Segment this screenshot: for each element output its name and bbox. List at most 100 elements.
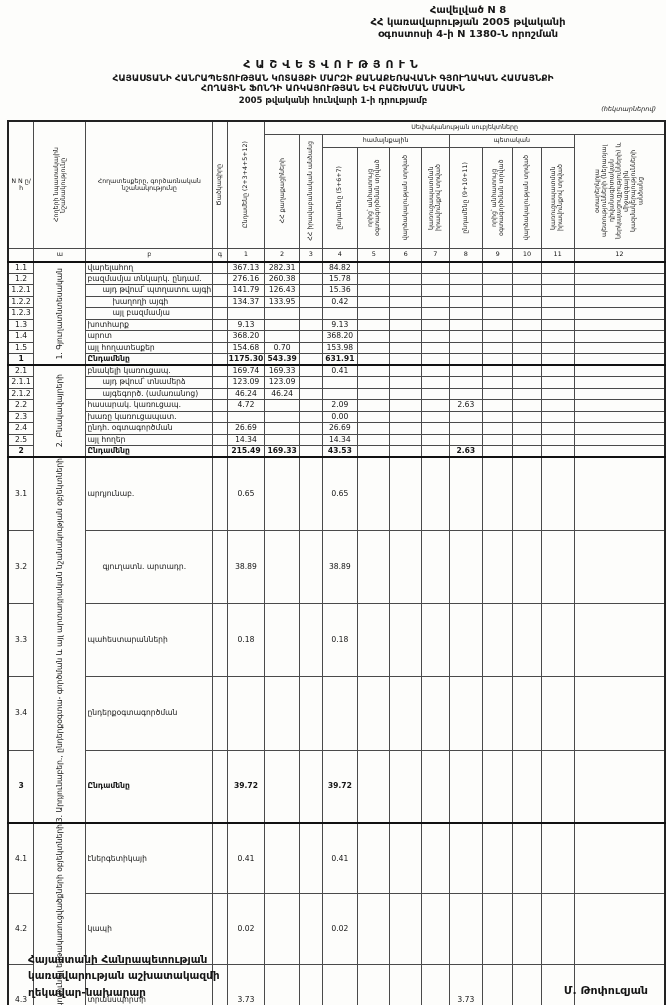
col-header-communal-group: համայնքային	[321, 133, 450, 148]
col-index-0	[7, 247, 35, 263]
cell-1.5-c11	[540, 341, 575, 354]
row-label-4.1: էներգետիկայի	[85, 822, 214, 895]
cell-3.4-c9	[481, 676, 514, 751]
cell-4.1-c12	[573, 822, 666, 895]
cell-1.2.3-c10	[512, 307, 542, 320]
cell-4.1-c2	[264, 822, 300, 895]
cell-1.2.3-c2	[264, 307, 300, 320]
cell-2.1.1-c10	[512, 376, 542, 389]
cell-4.1-c4: 0.41	[321, 822, 359, 895]
table-row: 2.2 հասարակ. կառուցապ. 4.72 2.09 2.63	[7, 399, 666, 412]
cell-4.3-c4	[321, 963, 359, 1005]
row-label-2.1.2: այգեգործ. (ամառանոց)	[85, 387, 214, 400]
cell-3.1-c4: 0.65	[321, 455, 359, 531]
col-header-state-leased-text: վարձակալության տրված	[523, 154, 531, 241]
cell-1.2.1-c5	[357, 284, 391, 297]
cell-3.3-c9	[481, 602, 514, 678]
cell-1-c12	[573, 353, 666, 366]
row-number: 1.1	[7, 260, 35, 274]
cell-1.1-c10	[512, 260, 542, 274]
cell-1.4-c4: 368.20	[321, 330, 359, 343]
section-label-2-text: 2. Բնակավայրերի	[54, 374, 64, 448]
col-index-15: 12	[573, 247, 666, 263]
cell-2-code	[212, 445, 228, 458]
cell-2.4-c11	[540, 422, 575, 435]
cell-1.3-c1: 9.13	[226, 318, 266, 331]
cell-1.5-c6	[389, 341, 422, 354]
cell-1.2.3-c3	[298, 307, 323, 320]
cell-1.3-c10	[512, 318, 542, 331]
cell-2.1.2-c10	[512, 387, 542, 400]
cell-1-c5	[357, 353, 391, 366]
cell-1.5-c12	[573, 341, 666, 354]
cell-3.1-c8	[448, 455, 484, 531]
cell-3.2-c7	[420, 529, 450, 605]
cell-4.1-c10	[512, 822, 542, 895]
row-label-2.1.1: այդ թվում՝ տնամերձ	[85, 376, 214, 389]
cell-4.2-c1: 0.02	[226, 893, 266, 965]
cell-2.1-c6	[389, 364, 422, 377]
cell-1.5-c9	[481, 341, 514, 354]
cell-2-c8: 2.63	[448, 445, 484, 458]
cell-1.2-c2: 260.38	[264, 272, 300, 285]
appendix-line-2: ՀՀ կառավարության 2005 թվականի	[370, 17, 566, 29]
row-label-1: Ընդամենը	[85, 353, 214, 366]
footer-line-3: ղեկավար-նախարար	[28, 986, 146, 999]
cell-2.5-c9	[481, 433, 514, 446]
cell-1.4-c6	[389, 330, 422, 343]
cell-2.1.1-c7	[420, 376, 450, 389]
col-header-communal-total-text: ընդամենը (5+6+7)	[336, 165, 344, 230]
cell-4.2-c12	[573, 893, 666, 965]
col-index-4: 1	[226, 247, 266, 263]
row-label-3: Ընդամենը	[85, 749, 214, 824]
cell-2.1.1-c5	[357, 376, 391, 389]
cell-1-c10	[512, 353, 542, 366]
col-index-7: 4	[321, 247, 359, 263]
cell-1.5-c2: 0.70	[264, 341, 300, 354]
cell-3.1-c5	[357, 455, 391, 531]
cell-2-c2: 169.33	[264, 445, 300, 458]
cell-2.1-c12	[573, 364, 666, 377]
cell-3.4-c12	[573, 676, 666, 751]
report-title-word: ՀԱՇՎԵՏՎՈՒԹՅՈՒՆ	[243, 58, 423, 71]
col-header-citizens-text: ՀՀ քաղաքացիների	[278, 158, 286, 224]
cell-1.4-c2	[264, 330, 300, 343]
cell-1.3-c2	[264, 318, 300, 331]
table-row: 2.3 խառը կառուցապատ. 0.00	[7, 410, 666, 423]
cell-1.3-c11	[540, 318, 575, 331]
cell-1.2.2-c2: 133.95	[264, 295, 300, 308]
cell-1.2.3-c4	[321, 307, 359, 320]
cell-2-c11	[540, 445, 575, 458]
cell-2.1.1-c9	[481, 376, 514, 389]
cell-3.2-c11	[540, 529, 575, 605]
cell-2.5-c2	[264, 433, 300, 446]
cell-2.1.1-c11	[540, 376, 575, 389]
cell-3-code	[212, 749, 228, 824]
cell-3.4-c8	[448, 676, 484, 751]
cell-1.2.3-c9	[481, 307, 514, 320]
cell-3.2-c5	[357, 529, 391, 605]
report-title-subject: ՀՈՂԱՅԻՆ ՖՈՆԴԻ ԱՌԿԱՅՈՒԹՅԱՆ ԵՎ ԲԱՇԽՄԱՆ ՄԱՍ…	[201, 84, 465, 94]
cell-3.4-code	[212, 676, 228, 751]
cell-2.5-c5	[357, 433, 391, 446]
row-number: 1.4	[7, 330, 35, 343]
cell-2.1-c4: 0.41	[321, 364, 359, 377]
appendix-line-1: Հավելված N 8	[429, 5, 507, 16]
cell-1.1-c8	[448, 260, 484, 274]
table-row: 2.1.2 այգեգործ. (ամառանոց) 46.24 46.24	[7, 387, 666, 400]
cell-2.2-c12	[573, 399, 666, 412]
cell-3.4-c1	[226, 676, 266, 751]
cell-2.1.1-c6	[389, 376, 422, 389]
cell-1-c7	[420, 353, 450, 366]
col-header-citizens: ՀՀ քաղաքացիների	[264, 133, 300, 249]
cell-2.1.2-c9	[481, 387, 514, 400]
cell-3-c10	[512, 749, 542, 824]
land-balance-table: N N ը/հ Հողերի նպատակային նշանակությունը Հ…	[7, 120, 666, 1005]
col-index-3: գ	[212, 247, 228, 263]
cell-2.1-c9	[481, 364, 514, 377]
col-header-communal-gratuitous-text: որից՝ անհատույց օգտագործման տրված	[366, 159, 381, 236]
cell-2.1.2-c7	[420, 387, 450, 400]
cell-1-c4: 631.91	[321, 353, 359, 366]
cell-1.4-c8	[448, 330, 484, 343]
col-header-state-total-text: ընդամենը (9+10+11)	[462, 161, 470, 234]
